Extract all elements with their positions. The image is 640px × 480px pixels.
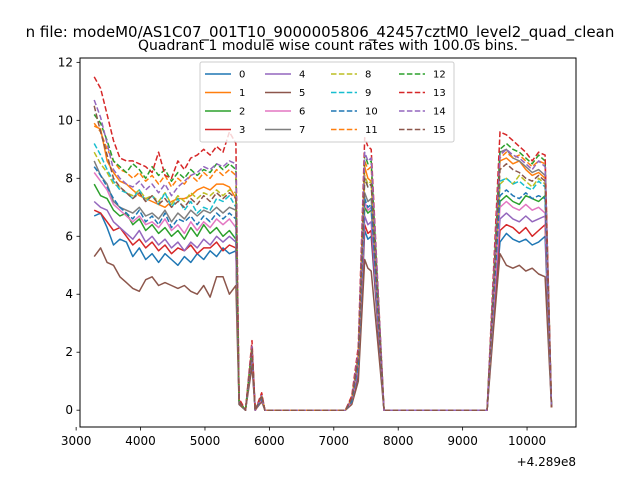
y-tick-label: 12 — [58, 55, 73, 69]
series-line-10 — [93, 166, 553, 411]
legend-label-8: 8 — [365, 70, 371, 81]
series-layer — [93, 76, 553, 411]
x-tick-label: 9000 — [447, 434, 478, 448]
legend-label-3: 3 — [239, 125, 245, 136]
x-axis-offset-label: +4.289e8 — [517, 455, 576, 469]
x-tick-label: 8000 — [383, 434, 414, 448]
x-axis-ticks: 3000 4000 5000 6000 7000 8000 9000 10000 — [61, 427, 546, 448]
x-tick-label: 5000 — [190, 434, 221, 448]
plot-area: 3000 4000 5000 6000 7000 8000 9000 10000 0 2 4 6 8 1… — [58, 55, 577, 469]
y-tick-label: 6 — [65, 229, 73, 243]
x-tick-label: 3000 — [61, 434, 92, 448]
legend-label-15: 15 — [433, 125, 446, 136]
x-tick-label: 6000 — [254, 434, 285, 448]
figure-suptitle: n file: modeM0/AS1C07_001T10_9000005806_… — [26, 23, 615, 42]
legend-label-2: 2 — [239, 107, 245, 118]
y-tick-label: 8 — [65, 171, 73, 185]
x-tick-label: 4000 — [125, 434, 156, 448]
legend-label-5: 5 — [299, 88, 305, 99]
y-axis-ticks: 0 2 4 6 8 10 12 — [58, 55, 80, 417]
legend-label-12: 12 — [433, 70, 446, 81]
legend-label-0: 0 — [239, 70, 245, 81]
legend-label-4: 4 — [299, 70, 305, 81]
legend-label-9: 9 — [365, 88, 371, 99]
y-tick-label: 4 — [65, 287, 73, 301]
axes-frame — [79, 57, 577, 428]
y-tick-label: 0 — [65, 403, 73, 417]
chart-title: Quadrant 1 module wise count rates with … — [138, 38, 518, 54]
legend-label-11: 11 — [365, 125, 378, 136]
legend-frame — [199, 61, 455, 143]
legend-label-7: 7 — [299, 125, 305, 136]
y-tick-label: 2 — [65, 345, 73, 359]
legend-label-1: 1 — [239, 88, 245, 99]
series-line-15 — [93, 105, 553, 411]
y-tick-label: 10 — [58, 113, 73, 127]
x-tick-label: 7000 — [319, 434, 350, 448]
legend-label-14: 14 — [433, 107, 446, 118]
legend-label-6: 6 — [299, 107, 305, 118]
x-tick-label: 10000 — [508, 434, 546, 448]
legend-label-10: 10 — [365, 107, 378, 118]
legend-label-13: 13 — [433, 88, 446, 99]
